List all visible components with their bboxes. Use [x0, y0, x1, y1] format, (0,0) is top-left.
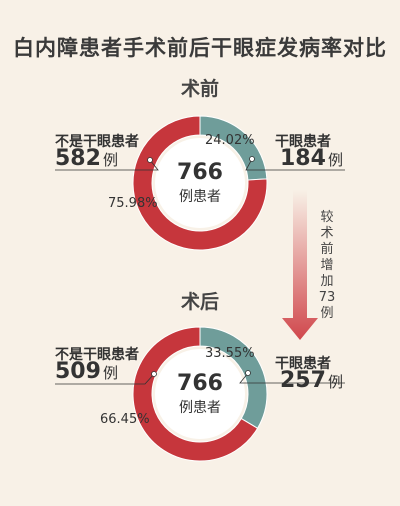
after-dry-percent: 33.55% [205, 346, 255, 361]
increase-note-char: 前 [320, 242, 334, 257]
dot-before-dry [249, 156, 255, 162]
before-nondry-percent: 75.98% [108, 196, 158, 211]
before-center-label: 例患者 [179, 189, 221, 205]
dot-after-nondry [151, 371, 157, 377]
donut-after [132, 326, 268, 462]
slice-nondry [132, 326, 259, 462]
section-title-after: 术后 [180, 291, 219, 313]
increase-note-char: 较 [320, 210, 334, 225]
before-nondry-count: 582 例 [55, 146, 118, 171]
slice-nondry [132, 115, 268, 251]
leader-before-dry [245, 158, 345, 171]
increase-arrow [282, 190, 318, 340]
section-title-before: 术前 [180, 78, 219, 100]
after-center-label: 例患者 [179, 400, 221, 416]
before-center-value: 766 [177, 160, 223, 185]
leader-lines [55, 158, 345, 385]
dot-before-nondry [147, 157, 153, 163]
increase-note-char: 例 [320, 306, 334, 321]
leader-before-nondry [55, 159, 159, 171]
increase-note-char: 术 [320, 226, 334, 241]
donut-hole [155, 138, 245, 228]
increase-note-char: 73 [318, 290, 336, 305]
increase-note-char: 增 [320, 258, 334, 273]
after-center-value: 766 [177, 371, 223, 396]
increase-note-char: 加 [320, 274, 334, 289]
after-nondry-count: 509 例 [55, 359, 118, 384]
leader-after-nondry [55, 373, 155, 385]
after-dry-count: 257 例 [280, 368, 343, 393]
dot-after-dry [245, 370, 251, 376]
leader-dots [147, 156, 255, 377]
donut-hole [155, 349, 245, 439]
before-dry-count: 184 例 [280, 146, 343, 171]
after-nondry-label: 不是干眼患者 [55, 347, 139, 363]
donut-before [132, 115, 268, 251]
before-dry-percent: 24.02% [205, 133, 255, 148]
increase-note: 较 术 前 增 加 73 例 [318, 210, 336, 322]
page-title: 白内障患者手术前后干眼症发病率对比 [13, 36, 387, 60]
before-dry-label: 干眼患者 [275, 134, 331, 150]
after-dry-label: 干眼患者 [275, 356, 331, 372]
before-nondry-label: 不是干眼患者 [55, 134, 139, 150]
after-nondry-percent: 66.45% [100, 412, 150, 427]
leader-after-dry [239, 372, 345, 384]
